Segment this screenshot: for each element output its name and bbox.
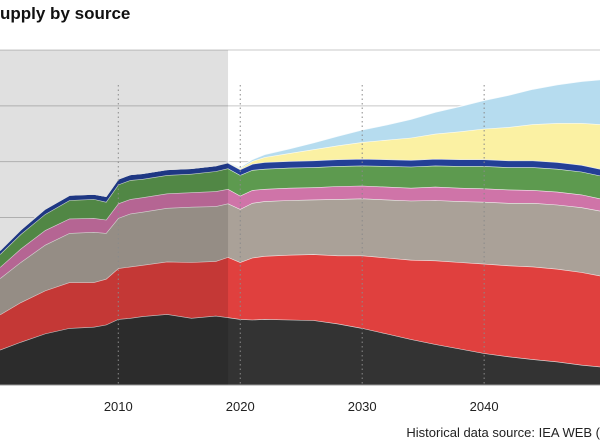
x-axis-tick-labels: 2010 2020 2030 2040: [104, 399, 499, 414]
area-series-4: [0, 165, 600, 268]
historical-period-shade: [0, 50, 229, 385]
x-tick-label: 2020: [226, 399, 255, 414]
chart-title: upply by source: [0, 4, 131, 23]
area-series-7: [0, 79, 600, 251]
x-tick-label: 2040: [470, 399, 499, 414]
area-series-1: [0, 254, 600, 367]
area-series-0: [0, 314, 600, 385]
area-series: [0, 79, 600, 385]
area-series-2: [0, 198, 600, 315]
source-note: Historical data source: IEA WEB (: [406, 425, 600, 440]
year-guide-lines: [117, 85, 485, 385]
x-tick-label: 2030: [348, 399, 377, 414]
area-series-3: [0, 185, 600, 279]
area-series-6: [0, 123, 600, 251]
x-tick-label: 2010: [104, 399, 133, 414]
area-series-7-edge: [0, 79, 600, 251]
